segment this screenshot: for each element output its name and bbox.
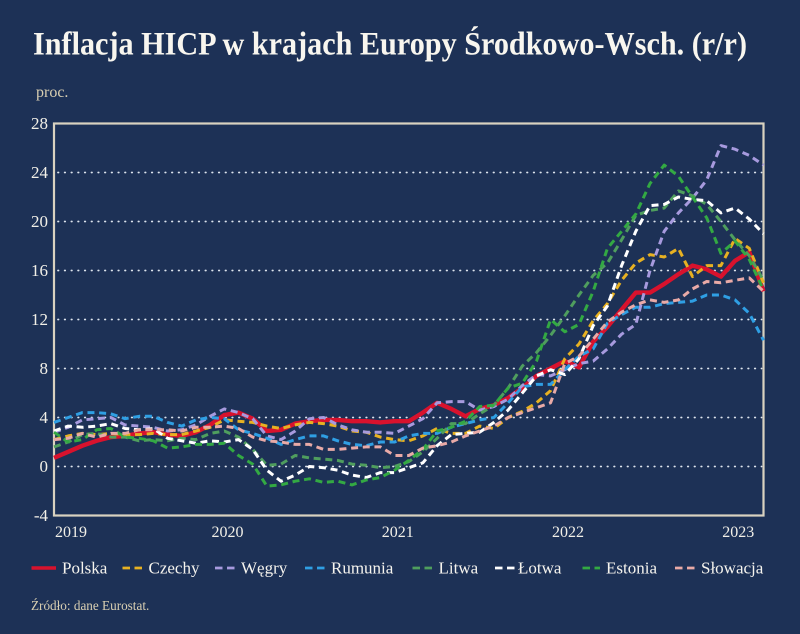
svg-text:4: 4: [40, 408, 49, 427]
svg-text:Inflacja HICP w krajach Europy: Inflacja HICP w krajach Europy Środkowo-…: [33, 25, 747, 63]
svg-text:Węgry: Węgry: [241, 559, 288, 578]
svg-text:2022: 2022: [552, 524, 584, 541]
svg-text:2021: 2021: [382, 524, 414, 541]
svg-text:Estonia: Estonia: [606, 559, 657, 578]
svg-text:16: 16: [31, 261, 48, 280]
svg-text:Słowacja: Słowacja: [701, 559, 764, 578]
svg-text:2019: 2019: [55, 524, 87, 541]
svg-text:2023: 2023: [722, 524, 754, 541]
svg-text:proc.: proc.: [36, 84, 68, 101]
svg-text:20: 20: [31, 212, 48, 231]
svg-text:Źródło: dane Eurostat.: Źródło: dane Eurostat.: [31, 598, 149, 613]
svg-text:Litwa: Litwa: [439, 559, 479, 578]
svg-text:8: 8: [40, 359, 49, 378]
svg-text:Czechy: Czechy: [149, 559, 200, 578]
svg-text:12: 12: [31, 310, 48, 329]
svg-text:0: 0: [40, 457, 49, 476]
svg-text:Polska: Polska: [62, 559, 108, 578]
svg-text:Łotwa: Łotwa: [518, 559, 562, 578]
svg-text:28: 28: [31, 114, 48, 133]
svg-text:24: 24: [31, 163, 49, 182]
svg-text:2020: 2020: [212, 524, 244, 541]
svg-text:-4: -4: [34, 506, 49, 525]
svg-text:Rumunia: Rumunia: [331, 559, 394, 578]
